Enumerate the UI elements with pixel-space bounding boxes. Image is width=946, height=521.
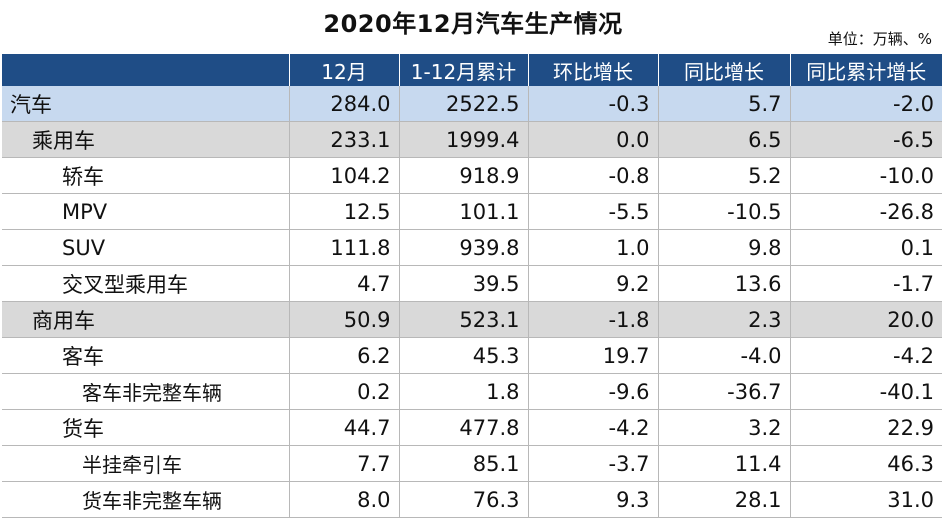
mom-growth-cell: 9.2 <box>527 265 658 302</box>
month-value-cell: 111.8 <box>288 229 399 266</box>
row-label: MPV <box>2 193 289 230</box>
month-value-cell: 233.1 <box>288 121 399 158</box>
yoy-growth-cell: 5.7 <box>657 86 790 122</box>
yoy-cumulative-growth-cell: 31.0 <box>789 481 942 518</box>
month-value-cell: 284.0 <box>288 86 399 122</box>
header-cell-month: 12月 <box>288 54 399 86</box>
cumulative-value-cell: 939.8 <box>398 229 528 266</box>
yoy-cumulative-growth-cell: 20.0 <box>789 301 942 338</box>
header-cell-yoy-cumulative-growth: 同比累计增长 <box>789 54 942 86</box>
yoy-growth-cell: 5.2 <box>657 157 790 194</box>
month-value-cell: 44.7 <box>288 409 399 446</box>
row-label: SUV <box>2 229 289 266</box>
table-row: 客车非完整车辆 0.2 1.8 -9.6 -36.7 -40.1 <box>2 373 942 410</box>
table-row: 交叉型乘用车 4.7 39.5 9.2 13.6 -1.7 <box>2 265 942 302</box>
month-value-cell: 0.2 <box>288 373 399 410</box>
page-title: 2020年12月汽车生产情况 <box>323 10 623 38</box>
cumulative-value-cell: 2522.5 <box>398 86 528 122</box>
yoy-growth-cell: 9.8 <box>657 229 790 266</box>
month-value-cell: 8.0 <box>288 481 399 518</box>
row-label: 客车 <box>2 337 289 374</box>
unit-note: 单位：万辆、% <box>827 30 932 48</box>
yoy-growth-cell: -4.0 <box>657 337 790 374</box>
mom-growth-cell: -0.8 <box>527 157 658 194</box>
mom-growth-cell: -5.5 <box>527 193 658 230</box>
row-label: 乘用车 <box>2 121 289 158</box>
cumulative-value-cell: 477.8 <box>398 409 528 446</box>
month-value-cell: 12.5 <box>288 193 399 230</box>
table-row: 客车 6.2 45.3 19.7 -4.0 -4.2 <box>2 337 942 374</box>
table-row: 半挂牵引车 7.7 85.1 -3.7 11.4 46.3 <box>2 445 942 482</box>
cumulative-value-cell: 1.8 <box>398 373 528 410</box>
row-label: 半挂牵引车 <box>2 445 289 482</box>
cumulative-value-cell: 523.1 <box>398 301 528 338</box>
cumulative-value-cell: 1999.4 <box>398 121 528 158</box>
production-table: 12月 1-12月累计 环比增长 同比增长 同比累计增长 汽车 284.0 2522… <box>2 54 942 518</box>
yoy-cumulative-growth-cell: -4.2 <box>789 337 942 374</box>
table-row: 轿车 104.2 918.9 -0.8 5.2 -10.0 <box>2 157 942 194</box>
yoy-growth-cell: 11.4 <box>657 445 790 482</box>
yoy-cumulative-growth-cell: 22.9 <box>789 409 942 446</box>
table-row: 乘用车 233.1 1999.4 0.0 6.5 -6.5 <box>2 121 942 158</box>
yoy-growth-cell: 13.6 <box>657 265 790 302</box>
yoy-cumulative-growth-cell: -26.8 <box>789 193 942 230</box>
table-body: 汽车 284.0 2522.5 -0.3 5.7 -2.0 乘用车 233.1 1999.4 0.… <box>2 86 942 518</box>
mom-growth-cell: 9.3 <box>527 481 658 518</box>
yoy-growth-cell: -36.7 <box>657 373 790 410</box>
yoy-cumulative-growth-cell: -10.0 <box>789 157 942 194</box>
cumulative-value-cell: 85.1 <box>398 445 528 482</box>
header-cell-mom-growth: 环比增长 <box>527 54 658 86</box>
table-row: 货车 44.7 477.8 -4.2 3.2 22.9 <box>2 409 942 446</box>
table-row: SUV 111.8 939.8 1.0 9.8 0.1 <box>2 229 942 266</box>
cumulative-value-cell: 101.1 <box>398 193 528 230</box>
row-label: 货车非完整车辆 <box>2 481 289 518</box>
header-cell-cumulative: 1-12月累计 <box>398 54 528 86</box>
table-row: 汽车 284.0 2522.5 -0.3 5.7 -2.0 <box>2 86 942 122</box>
header-cell-category <box>2 54 289 86</box>
mom-growth-cell: 0.0 <box>527 121 658 158</box>
month-value-cell: 104.2 <box>288 157 399 194</box>
row-label: 货车 <box>2 409 289 446</box>
cumulative-value-cell: 45.3 <box>398 337 528 374</box>
header-cell-yoy-growth: 同比增长 <box>657 54 790 86</box>
table-row: 货车非完整车辆 8.0 76.3 9.3 28.1 31.0 <box>2 481 942 518</box>
month-value-cell: 7.7 <box>288 445 399 482</box>
yoy-growth-cell: 28.1 <box>657 481 790 518</box>
yoy-cumulative-growth-cell: 46.3 <box>789 445 942 482</box>
row-label: 轿车 <box>2 157 289 194</box>
month-value-cell: 50.9 <box>288 301 399 338</box>
month-value-cell: 4.7 <box>288 265 399 302</box>
yoy-cumulative-growth-cell: 0.1 <box>789 229 942 266</box>
mom-growth-cell: 1.0 <box>527 229 658 266</box>
mom-growth-cell: -4.2 <box>527 409 658 446</box>
mom-growth-cell: -1.8 <box>527 301 658 338</box>
mom-growth-cell: 19.7 <box>527 337 658 374</box>
header-row: 12月 1-12月累计 环比增长 同比增长 同比累计增长 <box>2 54 942 86</box>
row-label: 客车非完整车辆 <box>2 373 289 410</box>
yoy-cumulative-growth-cell: -2.0 <box>789 86 942 122</box>
table-row: 商用车 50.9 523.1 -1.8 2.3 20.0 <box>2 301 942 338</box>
table-row: MPV 12.5 101.1 -5.5 -10.5 -26.8 <box>2 193 942 230</box>
yoy-cumulative-growth-cell: -1.7 <box>789 265 942 302</box>
mom-growth-cell: -0.3 <box>527 86 658 122</box>
row-label: 交叉型乘用车 <box>2 265 289 302</box>
cumulative-value-cell: 76.3 <box>398 481 528 518</box>
yoy-cumulative-growth-cell: -6.5 <box>789 121 942 158</box>
yoy-growth-cell: 3.2 <box>657 409 790 446</box>
row-label: 商用车 <box>2 301 289 338</box>
yoy-growth-cell: 2.3 <box>657 301 790 338</box>
yoy-cumulative-growth-cell: -40.1 <box>789 373 942 410</box>
mom-growth-cell: -3.7 <box>527 445 658 482</box>
mom-growth-cell: -9.6 <box>527 373 658 410</box>
cumulative-value-cell: 918.9 <box>398 157 528 194</box>
cumulative-value-cell: 39.5 <box>398 265 528 302</box>
row-label: 汽车 <box>2 86 289 122</box>
yoy-growth-cell: -10.5 <box>657 193 790 230</box>
month-value-cell: 6.2 <box>288 337 399 374</box>
yoy-growth-cell: 6.5 <box>657 121 790 158</box>
